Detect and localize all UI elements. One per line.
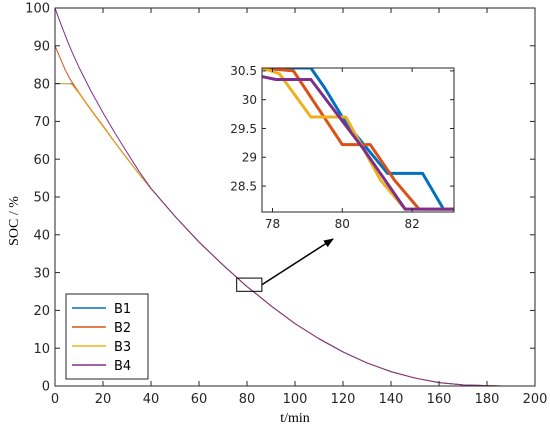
- inset-x-tick-label: 78: [265, 217, 280, 231]
- main-series-b4: [55, 8, 535, 386]
- main-y-tick-label: 80: [33, 77, 50, 92]
- main-y-tick-label: 70: [33, 115, 50, 130]
- inset-y-tick-label: 29.5: [230, 122, 257, 136]
- main-x-tick-label: 20: [95, 392, 112, 407]
- inset-y-tick-label: 29: [242, 151, 257, 165]
- zoom-indicator: [236, 238, 334, 292]
- main-x-tick-label: 80: [239, 392, 256, 407]
- main-y-tick-label: 40: [33, 228, 50, 243]
- main-x-tick-label: 40: [143, 392, 160, 407]
- legend: B1 B2 B3 B4: [65, 293, 149, 380]
- main-y-tick-label: 20: [33, 304, 50, 319]
- inset-series-b1: [262, 68, 454, 211]
- main-y-tick-label: 30: [33, 266, 50, 281]
- main-y-tick-label: 100: [25, 2, 50, 17]
- main-x-tick-label: 60: [191, 392, 208, 407]
- y-axis-label: SOC / %: [7, 196, 22, 246]
- main-x-tick-label: 200: [523, 392, 548, 407]
- inset-frame: [261, 67, 455, 213]
- legend-box: [65, 293, 149, 380]
- main-x-tick-label: 160: [427, 392, 452, 407]
- x-axis-label: t/min: [280, 411, 310, 426]
- legend-label-b4: B4: [114, 359, 131, 374]
- main-x-tick-label: 180: [475, 392, 500, 407]
- main-y-tick-label: 0: [42, 380, 50, 395]
- zoom-arrow: [261, 238, 334, 286]
- inset-y-tick-label: 30.5: [230, 64, 257, 78]
- inset-y-tick-label: 30: [242, 93, 257, 107]
- inset-series-b4: [262, 75, 454, 211]
- inset-x-tick-label: 82: [404, 217, 419, 231]
- main-y-tick-label: 90: [33, 39, 50, 54]
- inset-x-tick-label: 80: [335, 217, 350, 231]
- legend-label-b1: B1: [114, 302, 131, 317]
- main-y-tick-label: 10: [33, 342, 50, 357]
- main-x-tick-label: 140: [379, 392, 404, 407]
- main-x-tick-label: 100: [283, 392, 308, 407]
- main-x-tick-label: 120: [331, 392, 356, 407]
- main-y-tick-label: 60: [33, 153, 50, 168]
- main-y-tick-label: 50: [33, 191, 50, 206]
- legend-label-b2: B2: [114, 321, 131, 336]
- legend-label-b3: B3: [114, 340, 131, 355]
- main-x-tick-label: 0: [51, 392, 59, 407]
- inset-y-tick-label: 28.5: [230, 179, 257, 193]
- inset-axes: 78 80 82 28.5 29 29.5 30 30.5: [230, 64, 455, 231]
